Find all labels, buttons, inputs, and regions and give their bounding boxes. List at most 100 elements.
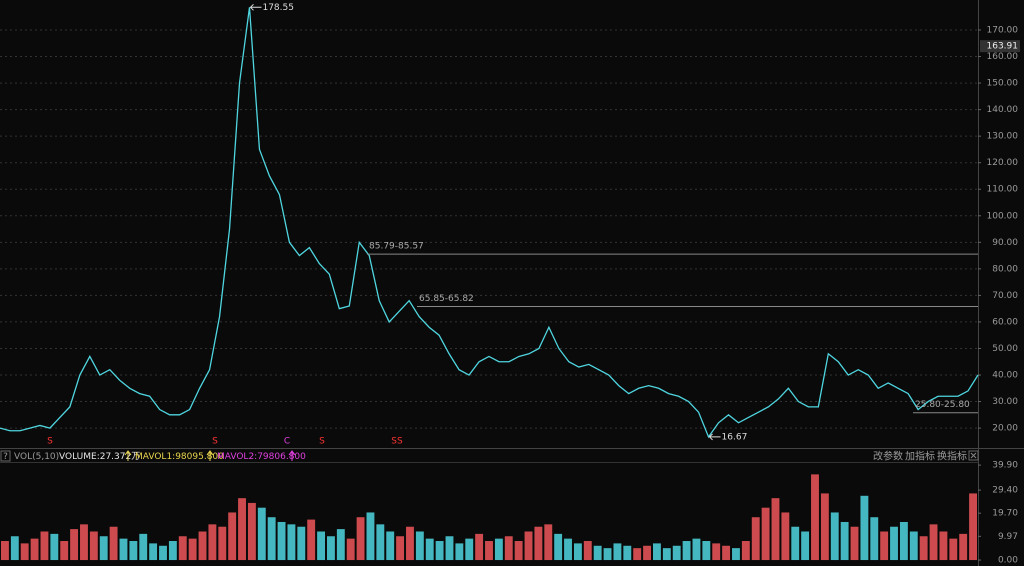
volume-bar xyxy=(366,512,375,561)
volume-bar xyxy=(297,526,306,561)
volume-bar xyxy=(692,538,701,561)
help-icon[interactable]: ? xyxy=(3,452,8,462)
volume-bar xyxy=(939,531,948,561)
mavol2-value: MAVOL2:79806.800 xyxy=(217,452,306,462)
y-tick-label: 29.40 xyxy=(992,486,1018,496)
volume-bar xyxy=(168,541,177,561)
menu-button[interactable]: 改参数 xyxy=(873,450,903,463)
price-line xyxy=(0,7,979,439)
volume-bar xyxy=(406,526,414,561)
volume-bar xyxy=(583,541,592,561)
volume-bar xyxy=(820,493,829,561)
volume-bar xyxy=(534,526,543,561)
volume-bar xyxy=(712,543,721,561)
volume-bar xyxy=(870,517,879,561)
volume-bar xyxy=(435,541,444,561)
volume-bar xyxy=(573,543,582,561)
close-button[interactable] xyxy=(968,450,979,461)
extreme-label: 178.55 xyxy=(262,3,294,13)
volume-bar xyxy=(564,538,572,561)
volume-bar xyxy=(1,541,9,561)
volume-bar xyxy=(722,545,731,561)
signal-label: S xyxy=(319,437,325,447)
volume-bar xyxy=(959,533,968,561)
level-label: 25.80-25.80 xyxy=(915,400,970,410)
volume-bar xyxy=(455,543,464,561)
y-tick-label: 50.00 xyxy=(992,344,1018,354)
volume-bar xyxy=(208,524,217,561)
volume-bar xyxy=(70,529,79,561)
volume-bar xyxy=(494,538,503,561)
volume-bar xyxy=(396,536,405,561)
volume-bar xyxy=(218,526,227,561)
volume-bar xyxy=(109,526,118,561)
volume-bar xyxy=(554,533,563,561)
y-tick-label: 39.90 xyxy=(992,461,1018,471)
volume-bar xyxy=(327,536,335,561)
volume-bar xyxy=(346,538,355,561)
volume-bar xyxy=(504,536,513,561)
volume-bar xyxy=(356,517,365,561)
volume-bar xyxy=(682,541,691,561)
close-icon[interactable] xyxy=(970,452,977,459)
volume-bar xyxy=(791,526,800,561)
volume-bar xyxy=(850,526,859,561)
volume-bar xyxy=(643,545,651,561)
volume-bar xyxy=(267,517,276,561)
level-label: 85.79-85.57 xyxy=(369,242,424,252)
y-tick-label: 120.00 xyxy=(987,158,1019,168)
volume-bar xyxy=(445,536,454,561)
volume-bar xyxy=(287,524,296,561)
volume-bar xyxy=(623,545,632,561)
volume-bar xyxy=(149,543,158,561)
y-tick-label: 170.00 xyxy=(987,25,1019,35)
cursor-box xyxy=(980,40,1020,53)
y-tick-label: 30.00 xyxy=(992,397,1018,407)
volume-bar xyxy=(613,543,622,561)
indicator-name: VOL(5,10) xyxy=(14,452,59,462)
volume-bar xyxy=(514,541,523,561)
volume-bar xyxy=(386,531,395,561)
volume-bar xyxy=(672,545,681,561)
volume-value: VOLUME:27.372万 xyxy=(59,452,140,462)
volume-bar xyxy=(603,548,612,561)
volume-bar xyxy=(969,493,977,561)
help-box[interactable] xyxy=(0,450,11,462)
volume-bar xyxy=(761,507,770,561)
arrow-icon xyxy=(124,450,132,461)
volume-bar xyxy=(781,512,790,561)
y-tick-label: 40.00 xyxy=(992,371,1018,381)
y-tick-label: 90.00 xyxy=(992,238,1018,248)
volume-bar xyxy=(811,474,819,561)
y-tick-label: 70.00 xyxy=(992,291,1018,301)
volume-bar xyxy=(949,538,958,561)
arrow-icon xyxy=(708,433,721,441)
volume-bar xyxy=(178,536,187,561)
volume-bar xyxy=(10,536,19,561)
signal-label: SS xyxy=(391,437,403,447)
level-label: 65.85-65.82 xyxy=(419,294,474,304)
y-tick-label: 140.00 xyxy=(987,105,1019,115)
volume-bar xyxy=(60,541,69,561)
volume-bar xyxy=(228,512,237,561)
menu-button[interactable]: 加指标 xyxy=(905,450,935,463)
signal-label: S xyxy=(212,437,218,447)
volume-bar xyxy=(159,545,167,561)
cursor-value: 163.91 xyxy=(987,42,1019,52)
signal-label: S xyxy=(47,437,53,447)
y-tick-label: 0.00 xyxy=(998,556,1018,566)
volume-bar xyxy=(899,521,908,561)
volume-bar xyxy=(880,531,889,561)
volume-bar xyxy=(544,524,553,561)
y-tick-label: 100.00 xyxy=(987,211,1019,221)
volume-bar xyxy=(307,519,316,561)
volume-bar xyxy=(99,536,108,561)
menu-button[interactable]: 换指标 xyxy=(937,450,967,463)
y-tick-label: 9.97 xyxy=(998,532,1018,542)
volume-bar xyxy=(524,531,533,561)
volume-bar xyxy=(771,498,780,561)
volume-bar xyxy=(890,526,898,561)
volume-bar xyxy=(80,524,88,561)
